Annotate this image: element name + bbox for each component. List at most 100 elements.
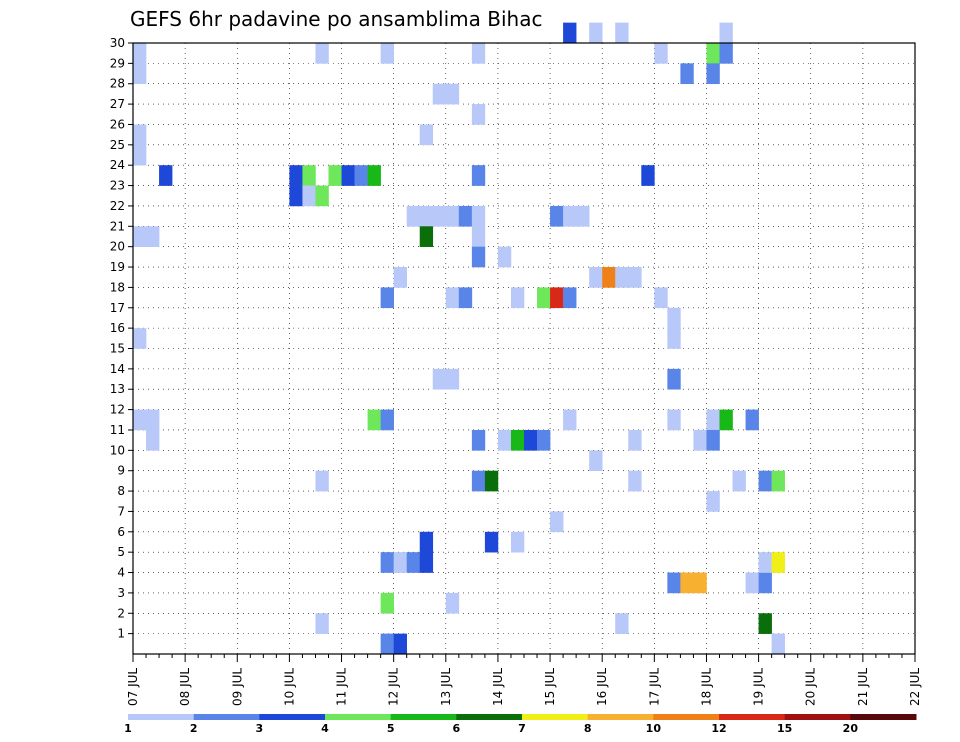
heatmap-cell xyxy=(576,205,590,227)
y-tick-label: 27 xyxy=(110,97,125,111)
heatmap-cell xyxy=(550,511,564,533)
heatmap-cell xyxy=(615,613,629,634)
grid-lines xyxy=(133,43,915,654)
legend-label: 2 xyxy=(190,722,198,735)
y-tick-label: 3 xyxy=(117,586,125,600)
y-tick-label: 17 xyxy=(110,301,125,315)
heatmap-cell xyxy=(393,267,407,288)
y-tick-label: 11 xyxy=(110,423,125,437)
x-date-label: 15 JUL xyxy=(543,668,557,706)
x-date-label: 19 JUL xyxy=(752,668,766,706)
legend-label: 3 xyxy=(256,722,264,735)
legend-label: 20 xyxy=(843,722,859,735)
heatmap-cell xyxy=(315,613,329,634)
y-tick-label: 29 xyxy=(110,56,125,70)
heatmap-cell xyxy=(706,409,720,431)
heatmap-cell xyxy=(367,409,381,431)
heatmap-cell xyxy=(641,165,655,186)
y-tick-label: 21 xyxy=(110,219,125,233)
x-date-label: 16 JUL xyxy=(595,668,609,706)
legend-swatch xyxy=(259,714,326,720)
y-tick-label: 8 xyxy=(117,484,125,498)
x-date-label: 10 JUL xyxy=(282,668,296,706)
y-tick-label: 4 xyxy=(117,566,125,580)
heatmap-cell xyxy=(380,287,394,309)
heatmap-cell xyxy=(471,165,486,186)
heatmap-cell xyxy=(146,226,160,247)
y-tick-label: 16 xyxy=(110,321,125,335)
heatmap-cell xyxy=(667,328,681,349)
heatmap-cell xyxy=(302,165,316,186)
heatmap-cell xyxy=(719,409,733,431)
heatmap-cell xyxy=(563,409,577,431)
x-date-label: 21 JUL xyxy=(856,668,870,706)
heatmap-cell xyxy=(680,63,694,85)
heatmap-cell xyxy=(393,633,407,655)
heatmap-cell xyxy=(654,43,668,64)
heatmap-cell xyxy=(406,205,421,227)
heatmap-cell xyxy=(745,572,759,594)
heatmap-cell xyxy=(484,531,499,553)
heatmap-cells xyxy=(133,22,785,655)
heatmap-cell xyxy=(706,491,720,512)
heatmap-cell xyxy=(458,287,473,309)
heatmap-cell xyxy=(367,165,381,186)
y-tick-label: 10 xyxy=(110,443,125,457)
y-tick-label: 19 xyxy=(110,260,125,274)
legend-label: 1 xyxy=(124,722,132,735)
legend-swatch xyxy=(193,714,260,720)
heatmap-cell xyxy=(133,124,147,146)
y-tick-label: 7 xyxy=(117,504,125,518)
heatmap-cell xyxy=(445,368,460,390)
heatmap-cell xyxy=(133,43,147,64)
heatmap-cell xyxy=(471,43,486,64)
heatmap-cell xyxy=(315,470,329,492)
heatmap-cell xyxy=(693,429,707,451)
legend-label: 4 xyxy=(321,722,329,735)
y-tick-label: 30 xyxy=(110,36,125,50)
heatmap-cell xyxy=(563,22,577,44)
heatmap-cell xyxy=(302,185,316,207)
y-tick-label: 5 xyxy=(117,545,125,559)
heatmap-cell xyxy=(706,429,720,451)
heatmap-cell xyxy=(133,328,147,349)
heatmap-cell xyxy=(471,205,486,227)
chart-title: GEFS 6hr padavine po ansamblima Bihac xyxy=(130,7,542,31)
heatmap-cell xyxy=(146,409,160,431)
heatmap-cell xyxy=(537,429,551,451)
heatmap-cell xyxy=(419,531,434,553)
heatmap-cell xyxy=(510,429,525,451)
legend-swatch xyxy=(587,714,654,720)
heatmap-cell xyxy=(615,267,629,288)
legend-label: 6 xyxy=(453,722,461,735)
heatmap-cell xyxy=(497,429,512,451)
heatmap-cell xyxy=(667,307,681,329)
heatmap-cell xyxy=(471,226,486,247)
heatmap-cell xyxy=(667,409,681,431)
y-tick-label: 12 xyxy=(110,403,125,417)
legend-swatch xyxy=(719,714,786,720)
heatmap-cell xyxy=(680,572,694,594)
heatmap-cell xyxy=(133,409,147,431)
heatmap-cell xyxy=(771,552,785,573)
heatmap-cell xyxy=(484,470,499,492)
x-axis: 07 JUL 08 JUL 09 JUL 10 JUL 11 JUL 12 JUL 13 J… xyxy=(126,654,922,706)
heatmap-cell xyxy=(758,470,772,492)
heatmap-cell xyxy=(537,287,551,309)
heatmap-cell xyxy=(432,83,447,105)
color-legend: 1 2 3 4 5 6 7 8 10 12 15 20 xyxy=(124,714,917,735)
y-tick-label: 14 xyxy=(110,362,125,376)
heatmap-cell xyxy=(771,470,785,492)
heatmap-cell xyxy=(589,22,603,44)
heatmap-cell xyxy=(445,287,460,309)
heatmap-cell xyxy=(133,63,147,85)
heatmap-cell xyxy=(589,267,603,288)
heatmap-cell xyxy=(550,287,564,309)
heatmap-cell xyxy=(550,205,564,227)
heatmap-cell xyxy=(289,185,303,207)
heatmap-cell xyxy=(419,552,434,573)
y-tick-label: 9 xyxy=(117,464,125,478)
heatmap-cell xyxy=(628,470,642,492)
x-date-label: 20 JUL xyxy=(804,668,818,706)
